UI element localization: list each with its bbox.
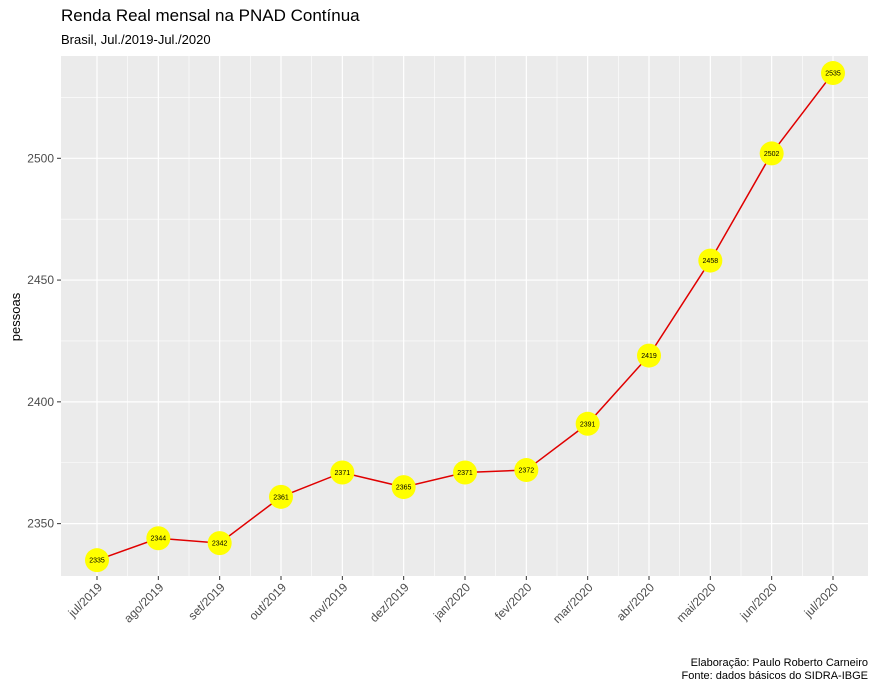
data-label: 2372 [519, 468, 535, 475]
y-axis: 2350 2400 2450 2500 [27, 151, 61, 531]
data-point [698, 248, 723, 273]
x-tick-label: mar/2020 [550, 580, 596, 626]
y-axis-label: pessoas [8, 292, 23, 341]
x-tick-label: jun/2020 [737, 580, 780, 623]
y-tick-label: 2350 [27, 517, 54, 531]
data-point [207, 531, 232, 556]
series: 2335 2344 2342 2361 2371 2365 2371 2372 2391 2419… [85, 61, 845, 573]
data-label: 2361 [273, 494, 289, 501]
x-tick-label: nov/2019 [306, 580, 351, 625]
x-tick-label: jan/2020 [430, 580, 473, 623]
x-tick-label: jul/2020 [801, 580, 842, 621]
x-tick-label: mai/2020 [674, 580, 719, 625]
data-label: 2335 [89, 558, 105, 565]
data-label: 2502 [764, 151, 780, 158]
data-point [330, 460, 355, 485]
data-label: 2371 [335, 470, 351, 477]
data-label: 2344 [151, 536, 167, 543]
chart-subtitle: Brasil, Jul./2019-Jul./2020 [61, 32, 211, 47]
x-tick-label: ago/2019 [121, 580, 167, 626]
x-tick-label: fev/2020 [492, 580, 535, 623]
x-tick-label: abr/2020 [614, 580, 658, 624]
data-point [269, 484, 293, 509]
caption-source: Fonte: dados básicos do SIDRA-IBGE [681, 670, 868, 682]
y-tick-label: 2500 [27, 151, 54, 165]
data-point [453, 460, 477, 485]
data-label: 2342 [212, 541, 228, 548]
data-point [575, 411, 600, 436]
data-point [514, 458, 539, 483]
grid-lines [61, 56, 868, 576]
data-point [85, 548, 109, 573]
y-tick-label: 2450 [27, 273, 54, 287]
data-label: 2391 [580, 421, 596, 428]
x-tick-label: set/2019 [185, 580, 228, 623]
data-point [759, 141, 784, 166]
data-point [821, 61, 845, 86]
data-point [146, 526, 171, 551]
data-point [637, 343, 661, 368]
y-tick-label: 2400 [27, 395, 54, 409]
data-label: 2371 [457, 470, 473, 477]
x-tick-label: dez/2019 [367, 580, 412, 625]
data-label: 2365 [396, 485, 412, 492]
data-point [391, 475, 416, 500]
x-tick-label: out/2019 [246, 580, 289, 623]
x-axis: jul/2019 ago/2019 set/2019 out/2019 nov/2019… [65, 576, 842, 626]
data-label: 2458 [703, 258, 719, 265]
chart-title: Renda Real mensal na PNAD Contínua [61, 6, 360, 25]
caption-author: Elaboração: Paulo Roberto Carneiro [690, 657, 868, 669]
x-tick-label: jul/2019 [65, 580, 106, 621]
data-label: 2419 [641, 353, 657, 360]
data-label: 2535 [825, 71, 841, 78]
